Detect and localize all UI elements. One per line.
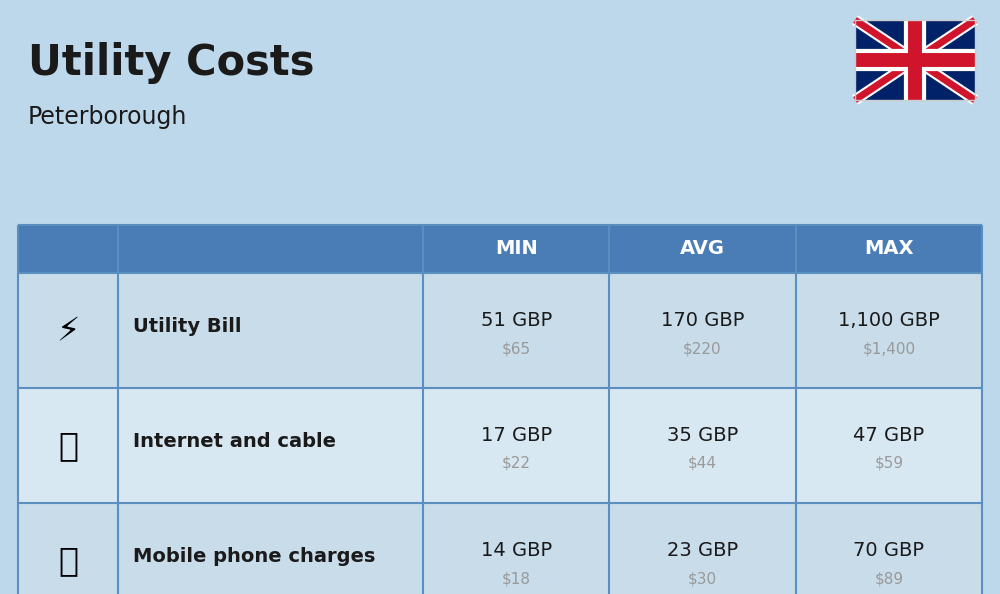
Text: Peterborough: Peterborough <box>28 105 187 129</box>
Text: $30: $30 <box>688 571 717 586</box>
Text: Utility Bill: Utility Bill <box>133 317 242 336</box>
Text: $22: $22 <box>502 456 531 471</box>
Bar <box>855 20 975 100</box>
Text: $44: $44 <box>688 456 717 471</box>
Text: $220: $220 <box>683 341 722 356</box>
Bar <box>18 273 982 388</box>
Text: 17 GBP: 17 GBP <box>481 426 552 445</box>
Text: 170 GBP: 170 GBP <box>661 311 744 330</box>
Text: Internet and cable: Internet and cable <box>133 432 336 451</box>
Bar <box>18 503 982 594</box>
Bar <box>18 388 982 503</box>
Text: 1,100 GBP: 1,100 GBP <box>838 311 940 330</box>
Text: $89: $89 <box>874 571 903 586</box>
Text: MIN: MIN <box>495 239 538 258</box>
Bar <box>423 225 982 273</box>
Text: 51 GBP: 51 GBP <box>481 311 552 330</box>
Text: ⚡: ⚡ <box>56 314 80 347</box>
Text: AVG: AVG <box>680 239 725 258</box>
Text: 📡: 📡 <box>58 429 78 462</box>
Text: 14 GBP: 14 GBP <box>481 541 552 560</box>
Text: 23 GBP: 23 GBP <box>667 541 738 560</box>
Text: 70 GBP: 70 GBP <box>853 541 924 560</box>
Text: $18: $18 <box>502 571 531 586</box>
Bar <box>18 225 423 273</box>
Text: $1,400: $1,400 <box>862 341 915 356</box>
Text: $59: $59 <box>874 456 903 471</box>
Text: 47 GBP: 47 GBP <box>853 426 924 445</box>
Text: MAX: MAX <box>864 239 914 258</box>
Text: Utility Costs: Utility Costs <box>28 42 314 84</box>
Text: Mobile phone charges: Mobile phone charges <box>133 547 375 566</box>
Text: 35 GBP: 35 GBP <box>667 426 738 445</box>
Bar <box>855 20 975 100</box>
Text: $65: $65 <box>502 341 531 356</box>
Text: 📱: 📱 <box>58 544 78 577</box>
